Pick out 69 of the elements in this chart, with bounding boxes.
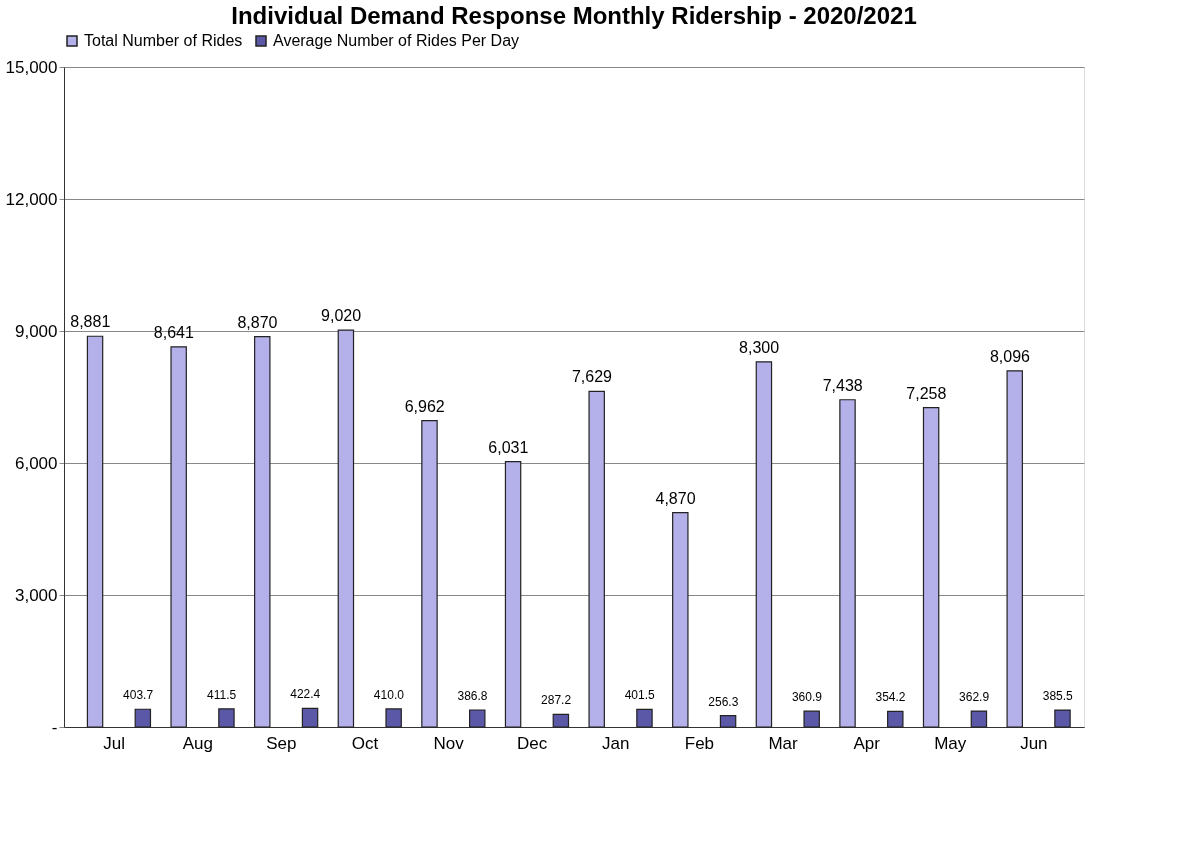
data-label: 411.5: [207, 687, 237, 702]
bar: [1006, 370, 1023, 728]
data-label: 8,641: [153, 323, 194, 341]
data-label: 8,881: [70, 313, 111, 331]
data-label: 360.9: [791, 690, 823, 705]
bar: [86, 335, 104, 728]
bar: [839, 399, 856, 728]
data-label: 8,870: [237, 313, 278, 331]
x-tick-label: May: [934, 733, 967, 753]
y-tick-label: 3,000: [14, 585, 58, 605]
y-tick-label: 9,000: [14, 321, 58, 341]
data-label: 7,258: [906, 384, 947, 402]
data-label: 8,096: [989, 347, 1031, 365]
data-label: 6,031: [488, 438, 529, 456]
x-tick-label: Jul: [103, 733, 126, 753]
y-tick-label: 12,000: [5, 189, 58, 209]
bar: [636, 708, 653, 728]
x-tick-label: Dec: [517, 733, 548, 753]
x-tick-label: Sep: [266, 733, 297, 753]
bar: [337, 329, 355, 728]
data-label: 354.2: [875, 690, 906, 705]
data-label: 7,629: [571, 368, 613, 386]
bar: [469, 709, 486, 728]
bar: [672, 512, 689, 728]
bar: [970, 710, 988, 728]
data-label: 8,300: [739, 338, 780, 356]
data-label: 256.3: [708, 694, 739, 709]
x-tick-label: Feb: [684, 733, 715, 753]
data-label: 6,962: [404, 397, 445, 415]
bar: [719, 715, 737, 728]
y-tick-label: 15,000: [5, 57, 58, 77]
data-label: 401.5: [624, 688, 656, 703]
data-label: 410.0: [373, 687, 405, 702]
y-tick-label: 6,000: [14, 453, 58, 473]
bar: [552, 713, 570, 728]
bar: [803, 710, 820, 728]
chart-title: Individual Demand Response Monthly Ridership - 2020/2021: [231, 2, 917, 29]
x-tick-label: Oct: [351, 733, 379, 753]
data-label: 287.2: [541, 693, 572, 708]
bar: [301, 707, 319, 728]
data-label: 385.5: [1042, 689, 1074, 704]
bar: [504, 461, 522, 728]
bar: [922, 407, 940, 728]
bar: [887, 710, 904, 728]
x-tick-label: Jun: [1020, 733, 1048, 753]
bar: [755, 361, 773, 728]
data-label: 7,438: [822, 376, 863, 394]
data-label: 4,870: [655, 489, 696, 507]
bar: [254, 336, 271, 728]
x-tick-label: Aug: [182, 733, 213, 753]
x-tick-label: Jan: [602, 733, 630, 753]
bar: [134, 708, 152, 728]
legend-label: Average Number of Rides Per Day: [273, 32, 520, 49]
y-tick-label: -: [51, 717, 58, 737]
bar: [421, 420, 438, 728]
bar: [170, 346, 187, 728]
legend-label: Total Number of Rides: [84, 32, 243, 49]
x-tick-label: Mar: [768, 733, 798, 753]
data-label: 9,020: [321, 307, 362, 325]
bar: [218, 708, 235, 728]
bar: [1054, 709, 1071, 728]
data-label: 362.9: [959, 690, 990, 705]
x-tick-label: Apr: [853, 733, 881, 753]
bar: [588, 390, 605, 728]
x-tick-label: Nov: [433, 733, 465, 753]
data-label: 386.8: [457, 688, 488, 703]
bar: [385, 708, 402, 728]
data-label: 403.7: [123, 688, 154, 703]
data-label: 422.4: [290, 687, 321, 702]
